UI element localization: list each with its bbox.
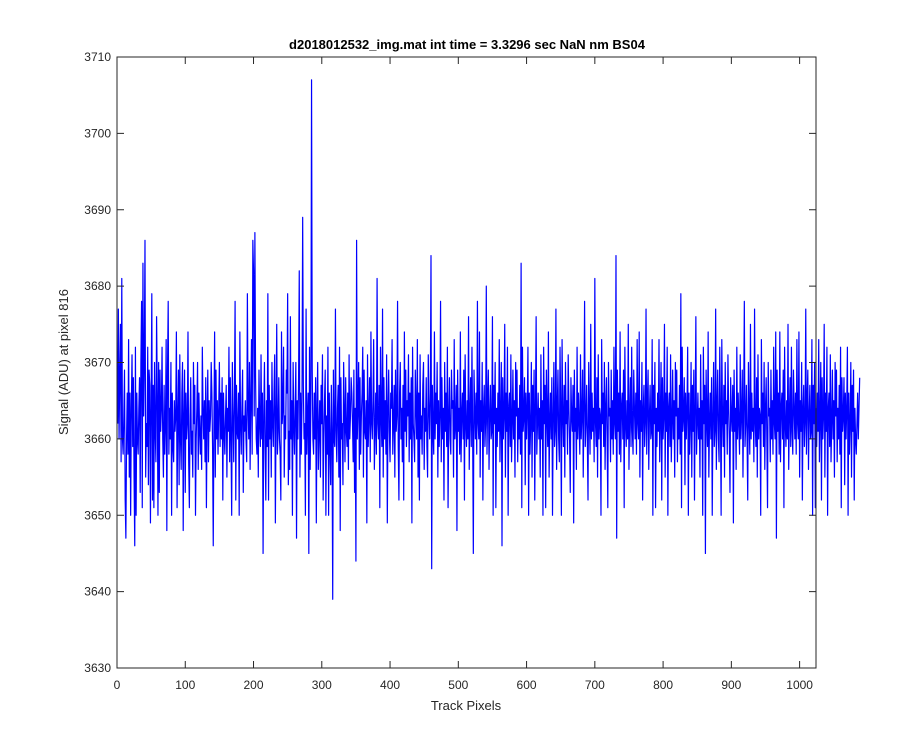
x-axis: 0 100 200 300 400 500 600 700 800 900 1000 <box>114 57 813 692</box>
series-line-0 <box>117 79 861 600</box>
x-tick-label: 200 <box>244 678 264 692</box>
x-tick-label: 900 <box>721 678 741 692</box>
y-axis-label: Signal (ADU) at pixel 816 <box>56 289 71 435</box>
x-tick-label: 500 <box>448 678 468 692</box>
y-tick-label: 3690 <box>84 203 111 217</box>
chart-title: d2018012532_img.mat int time = 3.3296 se… <box>289 37 646 52</box>
x-tick-label: 700 <box>585 678 605 692</box>
y-tick-label: 3710 <box>84 50 111 64</box>
y-tick-label: 3630 <box>84 661 111 675</box>
x-tick-label: 100 <box>175 678 195 692</box>
x-tick-label: 800 <box>653 678 673 692</box>
x-tick-label: 1000 <box>786 678 813 692</box>
y-tick-label: 3660 <box>84 432 111 446</box>
x-tick-label: 400 <box>380 678 400 692</box>
x-tick-label: 300 <box>312 678 332 692</box>
y-tick-label: 3680 <box>84 279 111 293</box>
x-tick-label: 0 <box>114 678 121 692</box>
x-axis-label: Track Pixels <box>431 698 502 713</box>
y-tick-label: 3640 <box>84 585 111 599</box>
series-group <box>117 79 861 600</box>
y-tick-label: 3670 <box>84 356 111 370</box>
y-axis: 3630 3640 3650 3660 3670 3680 3690 3700 3710 <box>84 50 816 675</box>
y-tick-label: 3650 <box>84 508 111 522</box>
y-tick-label: 3700 <box>84 126 111 140</box>
x-tick-label: 600 <box>517 678 537 692</box>
plot-area <box>117 57 816 668</box>
